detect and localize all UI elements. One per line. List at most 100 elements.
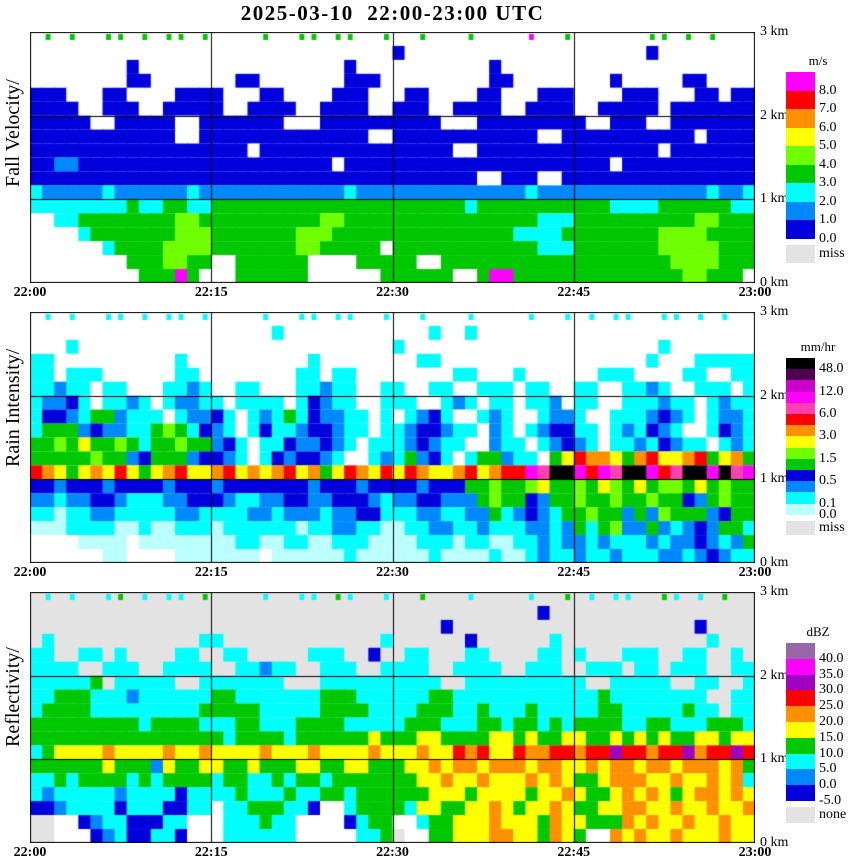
time-tick-label: 22:30 <box>376 285 409 300</box>
legend-tick-label: 35.0 <box>819 666 844 682</box>
legend-color-swatch <box>786 72 815 91</box>
time-tick-label: 23:00 <box>738 565 772 580</box>
legend-missing-swatch <box>786 807 815 823</box>
time-tick-label: 22:45 <box>557 845 591 860</box>
time-tick-label: 22:30 <box>376 845 409 860</box>
legend-tick-label: 6.0 <box>819 119 837 135</box>
height-tick-label: 0 km <box>760 275 789 290</box>
reflectivity-axis-label: Reflectivity/ <box>2 647 24 747</box>
legend-tick-label: 12.0 <box>819 383 844 399</box>
reflectivity-panel: Reflectivity/ 3 km 2 km 1 km 0 km 22:00 22:1… <box>0 584 850 868</box>
legend-tick-label: 7.0 <box>819 101 837 116</box>
legend-color-swatch <box>786 414 815 426</box>
legend-tick-label: -5.0 <box>819 793 842 808</box>
legend-missing-label: none <box>819 806 847 822</box>
fall-velocity-panel: Fall Velocity/ 3 km 2 km 1 km 0 km 22:00 22:… <box>0 24 850 312</box>
height-tick-label: 1 km <box>760 471 789 487</box>
legend-tick-label: 0.0 <box>819 777 837 793</box>
reflectivity-heatmap <box>30 592 755 843</box>
legend-tick-label: 1.5 <box>819 450 837 466</box>
legend-color-swatch <box>786 503 815 515</box>
legend-tick-label: 0.1 <box>819 495 837 511</box>
legend-tick-label: 2.0 <box>819 193 837 209</box>
legend-color-swatch <box>786 127 815 146</box>
time-tick-label: 22:15 <box>194 285 228 300</box>
legend-tick-label: 1.0 <box>819 212 837 227</box>
height-tick-label: 0 km <box>760 555 789 570</box>
legend-color-swatch <box>786 481 815 493</box>
legend-color-swatch <box>786 769 815 786</box>
legend-unit-label: m/s <box>808 53 828 68</box>
height-tick-label: 3 km <box>760 24 789 39</box>
legend-unit-label: dBZ <box>806 624 830 639</box>
legend-color-swatch <box>786 674 815 691</box>
legend-tick-label: 5.0 <box>819 138 837 153</box>
fall-velocity-heatmap <box>30 32 755 283</box>
legend-tick-label: 5.0 <box>819 761 837 777</box>
legend-color-swatch <box>786 201 815 220</box>
height-tick-label: 3 km <box>760 304 789 319</box>
legend-color-swatch <box>786 425 815 437</box>
rain-intensity-heatmap <box>30 312 755 563</box>
legend-color-swatch <box>786 643 815 659</box>
time-tick-label: 22:00 <box>13 845 47 860</box>
time-tick-label: 23:00 <box>738 285 772 300</box>
legend-missing-label: miss <box>819 519 845 535</box>
height-tick-label: 2 km <box>760 107 789 123</box>
legend-tick-label: 20.0 <box>819 714 844 729</box>
legend-color-swatch <box>786 447 815 459</box>
legend-color-swatch <box>786 369 815 381</box>
legend-missing-label: miss <box>819 245 845 261</box>
legend-tick-label: 0.0 <box>819 506 837 522</box>
legend-color-swatch <box>786 492 815 504</box>
legend-unit-label: mm/hr <box>800 339 836 354</box>
time-tick-label: 22:00 <box>13 565 47 580</box>
time-tick-label: 22:45 <box>557 565 591 580</box>
legend-tick-label: 15.0 <box>819 729 844 745</box>
time-tick-label: 22:00 <box>13 285 47 300</box>
legend-color-swatch <box>786 183 815 202</box>
time-tick-label: 22:15 <box>194 845 228 860</box>
height-tick-label: 3 km <box>760 584 789 599</box>
legend-color-swatch <box>786 458 815 470</box>
time-tick-label: 22:30 <box>376 565 409 580</box>
legend-tick-label: 0.5 <box>819 473 837 489</box>
legend-tick-label: 4.0 <box>819 156 837 172</box>
legend-color-swatch <box>786 391 815 403</box>
legend-tick-label: 10.0 <box>819 745 844 761</box>
height-tick-label: 2 km <box>760 667 789 683</box>
legend-color-swatch <box>786 753 815 770</box>
legend-missing-swatch <box>786 520 815 535</box>
legend-color-swatch <box>786 164 815 183</box>
legend-tick-label: 6.0 <box>819 406 837 421</box>
legend-color-swatch <box>786 436 815 448</box>
legend-color-swatch <box>786 146 815 165</box>
legend-color-swatch <box>786 109 815 128</box>
legend-color-swatch <box>786 90 815 109</box>
legend-color-swatch <box>786 402 815 414</box>
legend-missing-swatch <box>786 244 815 263</box>
time-tick-label: 22:45 <box>557 285 591 300</box>
legend-color-swatch <box>786 220 815 239</box>
height-tick-label: 1 km <box>760 751 789 767</box>
legend-color-swatch <box>786 737 815 754</box>
legend-tick-label: 48.0 <box>819 361 844 377</box>
legend-color-swatch <box>786 658 815 675</box>
legend-color-swatch <box>786 470 815 482</box>
legend-color-swatch <box>786 358 815 370</box>
height-tick-label: 1 km <box>760 191 789 207</box>
legend-tick-label: 30.0 <box>819 682 844 698</box>
time-tick-label: 23:00 <box>738 845 772 860</box>
legend-tick-label: 0.0 <box>819 230 837 246</box>
plot-title: 2025-03-10 22:00-23:00 UTC <box>240 1 545 25</box>
legend-color-swatch <box>786 706 815 722</box>
height-tick-label: 2 km <box>760 387 789 403</box>
legend-tick-label: 8.0 <box>819 82 837 98</box>
rain-intensity-axis-label: Rain Intensity/ <box>2 348 24 467</box>
fall-velocity-axis-label: Fall Velocity/ <box>2 79 24 187</box>
legend-tick-label: 40.0 <box>819 650 844 666</box>
legend-tick-label: 3.0 <box>819 428 837 444</box>
legend-tick-label: 25.0 <box>819 698 844 714</box>
legend-color-swatch <box>786 722 815 738</box>
legend-tick-label: 3.0 <box>819 175 837 190</box>
